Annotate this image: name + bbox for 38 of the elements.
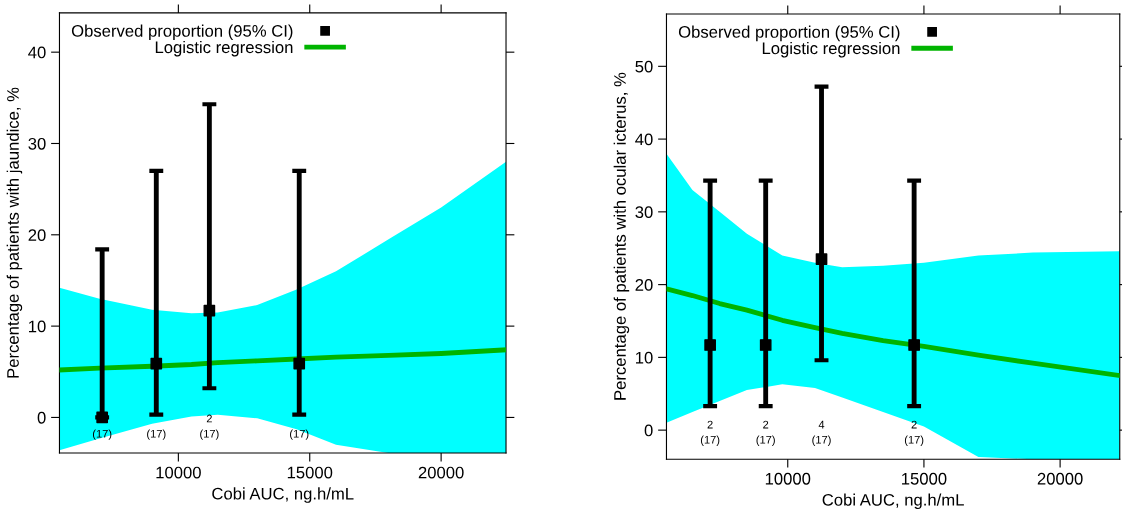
y-tick-label: 40 (635, 133, 653, 146)
y-tick-label: 0 (37, 411, 46, 424)
annotation: (17) (92, 429, 112, 440)
annotation: (17) (290, 429, 309, 440)
line-series (59, 347, 507, 373)
y-tick-label: 20 (635, 279, 653, 291)
point (150, 357, 163, 370)
point (293, 357, 306, 370)
legend-label: Observed proportion (95% CI) (678, 25, 900, 42)
x-tick-label: 20000 (418, 466, 464, 479)
annotation: 2 (17) (756, 420, 775, 446)
x-tick-label: 10000 (765, 472, 811, 485)
x-tick-label: 15000 (287, 466, 333, 479)
x-axis-title: Cobi AUC, ng.h/mL (822, 493, 964, 510)
y-tick-label: 10 (636, 351, 653, 364)
point (203, 304, 216, 317)
legend-label: Logistic regression (762, 41, 900, 58)
y-tick-label: 40 (28, 46, 46, 59)
y-tick-label: 10 (29, 320, 46, 333)
point (96, 411, 109, 424)
legend-label: Logistic regression (155, 40, 293, 57)
y-tick-label: 20 (28, 229, 46, 241)
y-axis-title: Percentage of patients with jaundice, % (6, 87, 23, 378)
line-series (666, 286, 1120, 378)
legend-label: Observed proportion (95% CI) (71, 24, 293, 41)
y-axis-title: Percentage of patients with ocular icterus, % (613, 72, 630, 400)
y-tick-label: 0 (644, 424, 653, 437)
annotation: 2 (17) (700, 420, 720, 446)
x-tick-label: 10000 (156, 466, 201, 479)
x-tick-label: 15000 (902, 472, 947, 485)
annotation: 2 (17) (200, 414, 219, 440)
x-tick-label: 20000 (1037, 472, 1083, 485)
y-tick-label: 50 (635, 60, 653, 73)
annotation: (17) (147, 429, 166, 440)
annotation: 4 (17) (812, 420, 831, 446)
y-tick-label: 30 (635, 206, 653, 219)
x-axis-title: Cobi AUC, ng.h/mL (212, 487, 354, 503)
y-tick-label: 30 (28, 137, 46, 150)
